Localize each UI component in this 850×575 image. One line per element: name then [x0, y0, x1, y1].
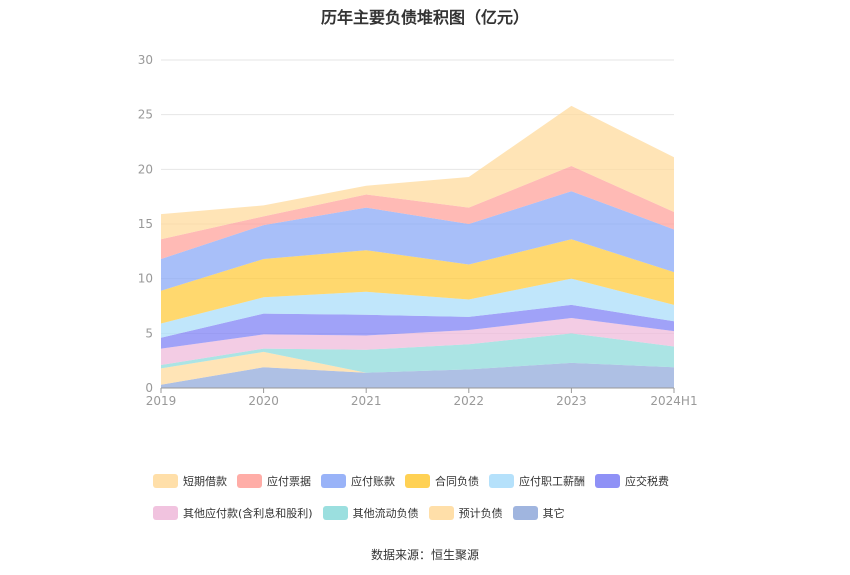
chart-plot: 0 5 10 15 20 25 30 2019 2020 2021 2022 2023 2024H1	[138, 53, 698, 408]
legend-swatch	[322, 506, 348, 520]
area-series-0[interactable]	[161, 362, 674, 388]
legend-item-1[interactable]: 应付票据	[237, 473, 311, 489]
legend-item-6[interactable]: 其他应付款(含利息和股利)	[153, 505, 313, 521]
legend-item-4[interactable]: 应付职工薪酬	[489, 473, 585, 489]
x-tick-label-0: 2019	[146, 394, 177, 408]
area-series-6[interactable]	[161, 239, 674, 324]
legend-row-0: 短期借款 应付票据 应付账款 合同负债 应付职工薪酬 应交税费	[153, 472, 753, 490]
legend-label: 合同负债	[435, 475, 479, 488]
legend-row-1: 其他应付款(含利息和股利) 其他流动负债 预计负债 其它	[153, 504, 753, 522]
area-series-4[interactable]	[161, 304, 674, 349]
legend-swatch	[489, 474, 514, 488]
legend-label: 应付职工薪酬	[519, 475, 585, 488]
y-tick-label-30: 30	[138, 53, 153, 67]
data-source: 数据来源：恒生聚源	[370, 548, 479, 562]
legend-item-9[interactable]: 其它	[512, 505, 565, 521]
y-tick-label-25: 25	[138, 108, 153, 122]
legend-label: 预计负债	[458, 507, 503, 520]
legend-label: 其它	[542, 507, 565, 520]
x-tick-label-5: 2024H1	[650, 394, 697, 408]
legend-item-3[interactable]: 合同负债	[405, 473, 479, 489]
y-tick-label-5: 5	[145, 326, 153, 340]
legend-item-8[interactable]: 预计负债	[428, 505, 503, 521]
y-tick-label-0: 0	[145, 381, 153, 395]
legend-label: 其他流动负债	[352, 507, 419, 520]
area-series-9[interactable]	[161, 105, 674, 240]
legend-swatch	[153, 474, 178, 488]
legend-swatch	[512, 506, 538, 520]
legend-swatch	[321, 474, 346, 488]
area-series-2[interactable]	[161, 333, 674, 373]
legend: 短期借款 应付票据 应付账款 合同负债 应付职工薪酬 应交税费 其他应付款(含利息和股利) 其…	[153, 472, 753, 536]
x-tick-label-1: 2020	[248, 394, 279, 408]
legend-item-5[interactable]: 应交税费	[595, 473, 669, 489]
legend-label: 应交税费	[625, 475, 669, 488]
x-tick-label-3: 2022	[454, 394, 485, 408]
area-series-1[interactable]	[161, 351, 674, 385]
chart-title: 历年主要负债堆积图（亿元）	[320, 8, 529, 27]
x-tick-label-4: 2023	[556, 394, 587, 408]
legend-item-7[interactable]: 其他流动负债	[322, 505, 419, 521]
x-tick-label-2: 2021	[351, 394, 382, 408]
legend-swatch	[595, 474, 620, 488]
legend-item-2[interactable]: 应付账款	[321, 473, 395, 489]
y-tick-label-20: 20	[138, 162, 153, 176]
area-series-3[interactable]	[161, 318, 674, 366]
legend-swatch	[428, 506, 454, 520]
legend-label: 其他应付款(含利息和股利)	[183, 507, 313, 520]
area-series-8[interactable]	[161, 166, 674, 259]
y-tick-label-10: 10	[138, 272, 153, 286]
legend-swatch	[153, 506, 178, 520]
legend-swatch	[237, 474, 262, 488]
legend-label: 应付票据	[267, 475, 311, 488]
legend-label: 应付账款	[351, 475, 395, 488]
area-series-5[interactable]	[161, 278, 674, 338]
legend-item-0[interactable]: 短期借款	[153, 473, 227, 489]
legend-label: 短期借款	[183, 475, 227, 488]
area-series-7[interactable]	[161, 191, 674, 291]
legend-swatch	[405, 474, 430, 488]
y-tick-label-15: 15	[138, 217, 153, 231]
